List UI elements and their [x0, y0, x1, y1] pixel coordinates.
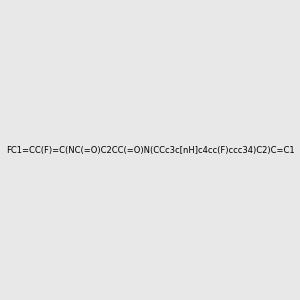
Text: FC1=CC(F)=C(NC(=O)C2CC(=O)N(CCc3c[nH]c4cc(F)ccc34)C2)C=C1: FC1=CC(F)=C(NC(=O)C2CC(=O)N(CCc3c[nH]c4c… — [6, 146, 294, 154]
